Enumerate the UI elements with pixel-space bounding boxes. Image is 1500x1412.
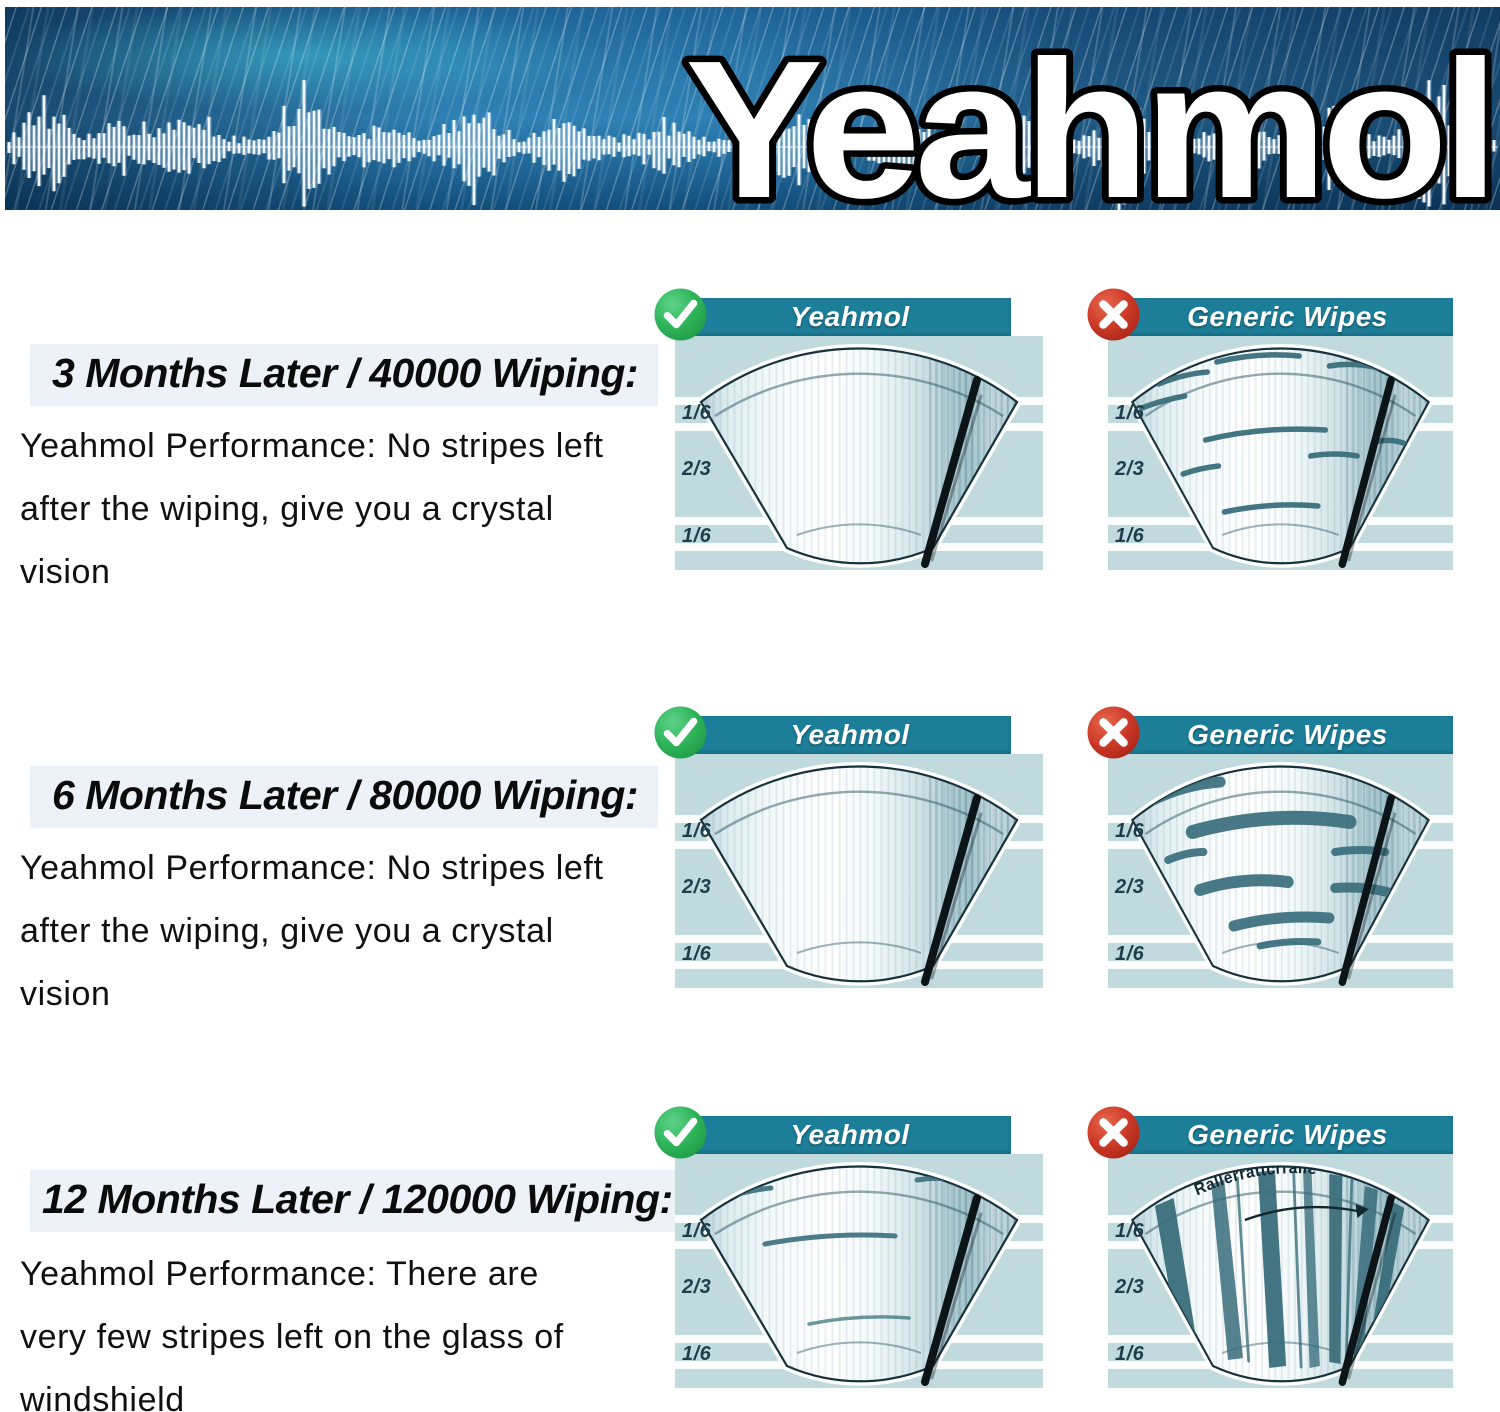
zone-label: 1/6 — [682, 943, 712, 965]
x-icon — [1087, 706, 1140, 759]
check-icon — [654, 288, 707, 341]
zone-label: 1/6 — [1115, 525, 1145, 547]
streak-marks — [1139, 352, 1409, 515]
panel-body: 1/6 2/3 1/6 — [675, 1154, 1043, 1388]
row2-description: Yeahmol Performance: No stripes left aft… — [20, 837, 665, 1026]
panel-title: Yeahmol — [790, 719, 910, 750]
brand-banner: Yeahmol — [5, 7, 1500, 210]
description-line: Yeahmol Performance: There are — [20, 1255, 539, 1293]
row1-description: Yeahmol Performance: No stripes left aft… — [20, 415, 665, 604]
zone-label: 2/3 — [682, 1276, 712, 1298]
windshield-illustration — [1128, 344, 1433, 568]
zone-label: 1/6 — [1115, 1343, 1145, 1365]
x-badge — [1087, 706, 1140, 759]
brand-title: Yeahmol — [685, 20, 1493, 210]
windshield-illustration — [696, 343, 1022, 568]
description-line: windshield — [20, 1381, 185, 1412]
generic-panel-12months: Generic Wipes 1/6 2/3 1/6 — [1087, 1106, 1453, 1388]
check-badge — [654, 1106, 707, 1159]
wiper-blade-icon — [921, 376, 981, 568]
description-line: Yeahmol Performance: No stripes left — [20, 849, 604, 887]
zone-label: 1/6 — [682, 525, 712, 547]
panel-title: Yeahmol — [790, 1119, 910, 1150]
panel-header: Generic Wipes — [1108, 716, 1453, 754]
panel-title: Generic Wipes — [1187, 719, 1388, 750]
x-badge — [1087, 288, 1140, 341]
zone-label: 1/6 — [682, 820, 712, 842]
wiper-blade-shadow — [930, 1212, 983, 1380]
zone-label: 1/6 — [682, 1220, 712, 1242]
streak-marks — [1147, 776, 1393, 950]
description-line: vision — [20, 975, 111, 1013]
check-icon — [654, 706, 707, 759]
row3-description: Yeahmol Performance: There are very few … — [20, 1243, 665, 1412]
x-icon — [1087, 288, 1140, 341]
wiper-blade-icon — [921, 794, 981, 986]
annotation-arrowhead — [1355, 1204, 1369, 1218]
description-line: after the wiping, give you a crystal — [20, 490, 554, 528]
check-badge — [654, 288, 707, 341]
panel-body: 1/6 2/3 1/6 — [1108, 336, 1453, 570]
panel-header: Yeahmol — [675, 298, 1011, 336]
panel-header: Yeahmol — [675, 716, 1011, 754]
wiper-blade-shadow — [1347, 812, 1397, 980]
zone-label: 1/6 — [1115, 820, 1145, 842]
panel-title: Generic Wipes — [1187, 1119, 1388, 1150]
panel-body: 1/6 2/3 1/6 — [1108, 754, 1453, 988]
x-icon — [1087, 1106, 1140, 1159]
windshield-illustration: Rallerrattcrralle — [1128, 1162, 1433, 1386]
panel-header: Yeahmol — [675, 1116, 1011, 1154]
windshield-illustration — [1128, 762, 1433, 986]
description-line: Yeahmol Performance: No stripes left — [20, 427, 604, 465]
zone-label: 1/6 — [1115, 943, 1145, 965]
check-badge — [654, 706, 707, 759]
panel-body: 1/6 2/3 1/6 — [1108, 1154, 1453, 1388]
zone-label: 2/3 — [682, 876, 712, 898]
wiper-blade-shadow — [1347, 1212, 1397, 1380]
description-line: very few stripes left on the glass of — [20, 1318, 564, 1356]
wiper-blade-shadow — [930, 812, 983, 980]
generic-panel-3months: Generic Wipes 1/6 2/3 1/6 — [1087, 288, 1453, 570]
zone-label: 1/6 — [1115, 402, 1145, 424]
wiper-blade-icon — [1338, 376, 1395, 568]
x-badge — [1087, 1106, 1140, 1159]
zone-label: 1/6 — [682, 1343, 712, 1365]
wiper-blade-icon — [1338, 1194, 1395, 1386]
wiper-blade-shadow — [930, 394, 983, 562]
panel-header: Generic Wipes — [1108, 298, 1453, 336]
generic-panel-6months: Generic Wipes 1/6 2/3 1/6 — [1087, 706, 1453, 988]
zone-label: 2/3 — [1115, 458, 1145, 480]
row1-heading: 3 Months Later / 40000 Wiping: — [30, 344, 659, 406]
zone-label: 2/3 — [1115, 876, 1145, 898]
wiper-blade-shadow — [1347, 394, 1397, 562]
windshield-illustration — [696, 1161, 1022, 1386]
description-line: after the wiping, give you a crystal — [20, 912, 554, 950]
wiper-blade-icon — [1338, 794, 1395, 986]
wiper-blade-icon — [921, 1194, 981, 1386]
yeahmol-panel-12months: Yeahmol 1/6 2/3 1/6 — [654, 1106, 1043, 1388]
panel-title: Generic Wipes — [1187, 301, 1388, 332]
panel-header: Generic Wipes — [1108, 1116, 1453, 1154]
yeahmol-panel-6months: Yeahmol 1/6 2/3 1/6 — [654, 706, 1043, 988]
annotation-arrow — [1244, 1205, 1358, 1222]
streak-marks — [1154, 1170, 1405, 1368]
banner-graphics: Yeahmol — [6, 14, 1500, 210]
zone-label: 2/3 — [682, 458, 712, 480]
row3-heading: 12 Months Later / 120000 Wiping: — [30, 1170, 693, 1232]
description-line: vision — [20, 553, 111, 591]
zone-label: 1/6 — [1115, 1220, 1145, 1242]
yeahmol-panel-3months: Yeahmol 1/6 2/3 1/6 — [654, 288, 1043, 570]
panel-body: 1/6 2/3 1/6 — [675, 336, 1043, 570]
panel-body: 1/6 2/3 1/6 — [675, 754, 1043, 988]
zone-label: 1/6 — [682, 402, 712, 424]
panel-title: Yeahmol — [790, 301, 910, 332]
check-icon — [654, 1106, 707, 1159]
row2-heading: 6 Months Later / 80000 Wiping: — [30, 766, 659, 828]
zone-label: 2/3 — [1115, 1276, 1145, 1298]
windshield-illustration — [696, 761, 1022, 986]
